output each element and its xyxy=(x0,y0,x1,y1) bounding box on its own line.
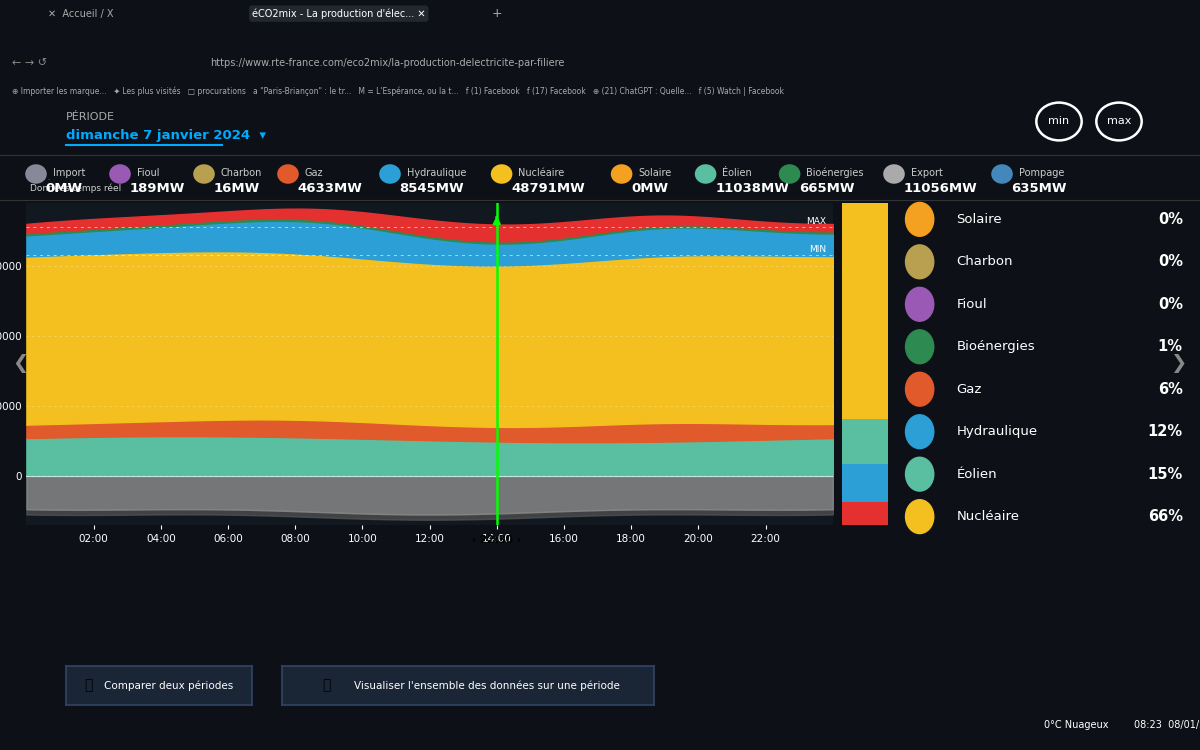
Text: 1%: 1% xyxy=(1158,339,1183,354)
Text: Solaire: Solaire xyxy=(956,213,1002,226)
Text: dimanche 7 janvier 2024  ▾: dimanche 7 janvier 2024 ▾ xyxy=(66,129,266,142)
Text: PÉRIODE: PÉRIODE xyxy=(66,112,115,122)
Text: 0%: 0% xyxy=(1158,297,1183,312)
Text: MAX: MAX xyxy=(806,217,826,226)
Text: Données temps réel: Données temps réel xyxy=(30,184,121,194)
Text: ❮: ❮ xyxy=(12,354,29,374)
Text: 665MW: 665MW xyxy=(799,182,854,196)
Text: 📅: 📅 xyxy=(84,679,92,692)
Text: min: min xyxy=(1049,116,1069,127)
Text: 48791MW: 48791MW xyxy=(511,182,584,196)
Text: Fioul: Fioul xyxy=(137,167,160,178)
Circle shape xyxy=(906,372,934,406)
Text: 8545MW: 8545MW xyxy=(400,182,464,196)
Text: 12%: 12% xyxy=(1147,424,1183,439)
Text: Bioénergies: Bioénergies xyxy=(956,340,1036,353)
Text: 11056MW: 11056MW xyxy=(904,182,977,196)
Text: https://www.rte-france.com/eco2mix/la-production-delectricite-par-filiere: https://www.rte-france.com/eco2mix/la-pr… xyxy=(210,58,564,68)
Text: Pompage: Pompage xyxy=(1019,167,1064,178)
Text: Bioénergies: Bioénergies xyxy=(806,167,864,178)
Text: 08:23  08/01/2024: 08:23 08/01/2024 xyxy=(1134,720,1200,730)
Text: Import: Import xyxy=(53,167,85,178)
Text: 0MW: 0MW xyxy=(46,182,83,196)
Text: +: + xyxy=(492,8,503,20)
Text: 0°C Nuageux: 0°C Nuageux xyxy=(1044,720,1109,730)
Text: max: max xyxy=(1106,116,1132,127)
Text: Hydraulique: Hydraulique xyxy=(956,425,1038,438)
Text: Charbon: Charbon xyxy=(221,167,262,178)
Text: 16MW: 16MW xyxy=(214,182,260,196)
Text: Export: Export xyxy=(911,167,943,178)
Circle shape xyxy=(906,500,934,533)
Circle shape xyxy=(906,202,934,236)
Text: Charbon: Charbon xyxy=(956,255,1013,268)
FancyBboxPatch shape xyxy=(842,202,888,418)
Text: 0%: 0% xyxy=(1158,211,1183,226)
Circle shape xyxy=(906,458,934,491)
Text: Fioul: Fioul xyxy=(956,298,988,310)
Text: ‹ 22:30 ›: ‹ 22:30 › xyxy=(473,535,521,545)
Text: 11038MW: 11038MW xyxy=(715,182,790,196)
Text: 15%: 15% xyxy=(1147,466,1183,482)
FancyBboxPatch shape xyxy=(842,464,888,503)
Text: 0MW: 0MW xyxy=(631,182,668,196)
Text: Solaire: Solaire xyxy=(638,167,672,178)
Circle shape xyxy=(906,245,934,279)
Text: Visualiser l'ensemble des données sur une période: Visualiser l'ensemble des données sur un… xyxy=(354,680,619,691)
Text: Nucléaire: Nucléaire xyxy=(956,510,1020,524)
Text: 4633MW: 4633MW xyxy=(298,182,362,196)
Text: Gaz: Gaz xyxy=(305,167,323,178)
Circle shape xyxy=(906,287,934,321)
Text: ⊕ Importer les marque...   ✦ Les plus visités   □ procurations   a "Paris-Brianç: ⊕ Importer les marque... ✦ Les plus visi… xyxy=(12,86,784,95)
Text: · · · · ·: · · · · · xyxy=(30,176,50,182)
Circle shape xyxy=(906,330,934,364)
FancyBboxPatch shape xyxy=(842,419,888,464)
Text: 📊: 📊 xyxy=(323,679,331,692)
Text: Éolien: Éolien xyxy=(956,468,997,481)
Text: 66%: 66% xyxy=(1147,509,1183,524)
Text: ❯: ❯ xyxy=(1170,354,1187,374)
Text: Hydraulique: Hydraulique xyxy=(407,167,466,178)
Text: ✕  Accueil / X: ✕ Accueil / X xyxy=(48,9,114,19)
Text: Éolien: Éolien xyxy=(722,167,752,178)
Text: Gaz: Gaz xyxy=(956,382,982,396)
Text: 635MW: 635MW xyxy=(1012,182,1067,196)
FancyBboxPatch shape xyxy=(842,503,888,525)
Text: 6%: 6% xyxy=(1158,382,1183,397)
Circle shape xyxy=(906,415,934,448)
Text: 189MW: 189MW xyxy=(130,182,185,196)
Text: ← → ↺: ← → ↺ xyxy=(12,58,47,68)
Text: Comparer deux périodes: Comparer deux périodes xyxy=(103,680,233,691)
Text: éCO2mix - La production d'élec... ✕: éCO2mix - La production d'élec... ✕ xyxy=(252,8,426,19)
Text: MIN: MIN xyxy=(809,245,826,254)
Text: Nucléaire: Nucléaire xyxy=(518,167,565,178)
Text: 0%: 0% xyxy=(1158,254,1183,269)
